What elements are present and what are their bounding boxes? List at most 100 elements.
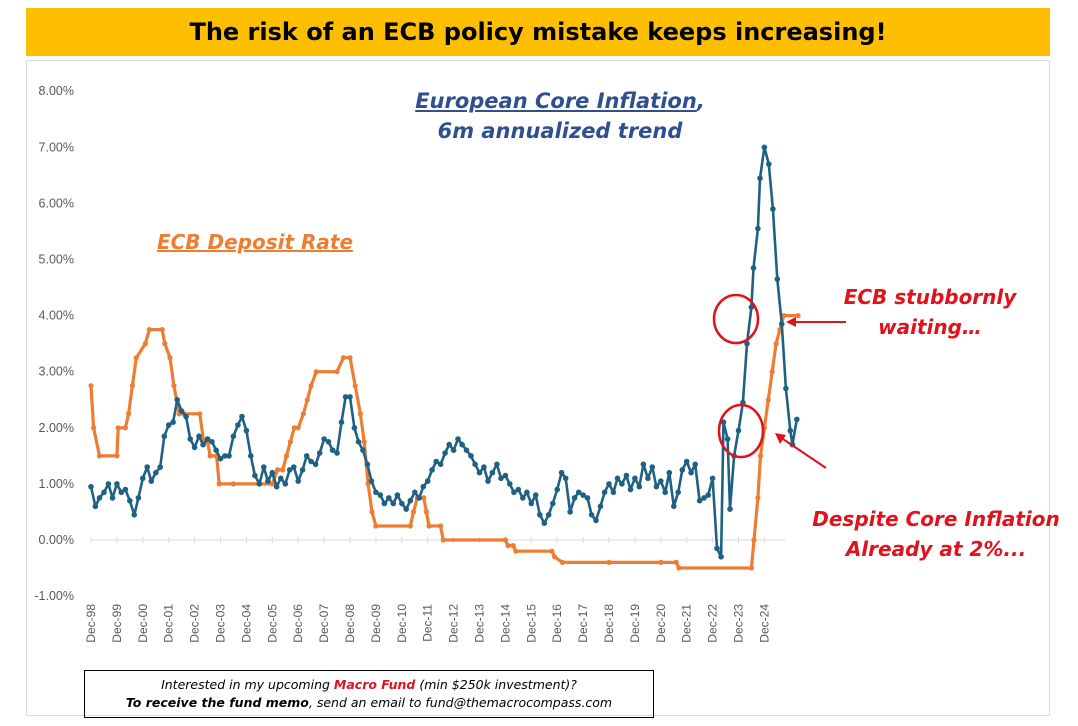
core-inflation-point bbox=[157, 464, 163, 470]
core-inflation-point bbox=[455, 436, 461, 442]
deposit-rate-point bbox=[658, 559, 664, 566]
core-inflation-point bbox=[714, 545, 720, 552]
deposit-rate-point bbox=[559, 559, 566, 566]
core-inflation-point bbox=[662, 489, 668, 496]
waiting-annotation-line1: ECB stubbornly bbox=[843, 285, 1017, 309]
core-inflation-point bbox=[239, 413, 245, 420]
x-tick-label: Dec-18 bbox=[602, 604, 616, 643]
core-inflation-point bbox=[450, 447, 457, 454]
deposit-rate-point bbox=[313, 369, 319, 375]
core-inflation-point bbox=[442, 450, 448, 456]
x-tick-label: Dec-11 bbox=[421, 604, 435, 642]
deposit-rate-point bbox=[407, 523, 413, 529]
core-inflation-point bbox=[755, 225, 761, 232]
core-inflation-point bbox=[584, 495, 591, 501]
core-inflation-point bbox=[88, 483, 94, 490]
core-inflation-point bbox=[386, 495, 392, 501]
core-inflation-point bbox=[779, 321, 785, 327]
core-inflation-point bbox=[463, 447, 470, 454]
x-tick-label: Dec-15 bbox=[524, 604, 538, 643]
core-inflation-point bbox=[588, 512, 595, 518]
deposit-rate-point bbox=[676, 565, 682, 571]
core-inflation-point bbox=[627, 486, 634, 493]
waiting-annotation-line2: waiting… bbox=[878, 315, 982, 339]
deposit-rate-point bbox=[369, 509, 375, 515]
memo-l1-pre: Interested in my upcoming bbox=[161, 677, 334, 692]
deposit-rate-point bbox=[673, 559, 679, 566]
deposit-rate-point bbox=[773, 341, 779, 347]
deposit-rate-point bbox=[216, 481, 222, 487]
core-inflation-point bbox=[114, 481, 120, 487]
core-inflation-point bbox=[144, 464, 150, 470]
deposit-rate-point bbox=[765, 397, 771, 403]
x-tick-label: Dec-20 bbox=[654, 604, 668, 643]
core-inflation-line bbox=[89, 146, 799, 559]
deposit-rate-point bbox=[146, 327, 152, 333]
deposit-rate-point bbox=[357, 411, 363, 417]
core-inflation-point bbox=[407, 497, 414, 504]
chart-grid bbox=[90, 537, 786, 543]
core-inflation-point bbox=[597, 503, 604, 510]
y-tick-label: 7.00% bbox=[39, 140, 74, 154]
x-tick-label: Dec-08 bbox=[343, 604, 357, 643]
deposit-rate-point bbox=[287, 439, 293, 445]
deposit-rate-point bbox=[352, 383, 358, 389]
core-inflation-point bbox=[316, 450, 323, 456]
deposit-rate-point bbox=[334, 369, 340, 375]
x-tick-label: Dec-14 bbox=[498, 604, 512, 643]
deposit-rate-point bbox=[510, 543, 516, 549]
x-tick-label: Dec-24 bbox=[757, 604, 771, 643]
deposit-rate-point bbox=[91, 425, 97, 431]
core-inflation-point bbox=[541, 520, 548, 526]
memo-l2-rest: , send an email to fund@themacrocompass.… bbox=[308, 695, 613, 710]
deposit-rate-point bbox=[171, 383, 177, 389]
core-inflation-point bbox=[105, 481, 112, 487]
chart-series bbox=[88, 144, 801, 571]
waiting-highlight-circle bbox=[712, 293, 760, 345]
core-inflation-point bbox=[399, 500, 405, 507]
deposit-rate-point bbox=[300, 411, 306, 417]
core-inflation-point bbox=[373, 489, 379, 496]
x-tick-label: Dec-00 bbox=[136, 604, 150, 643]
deposit-rate-point bbox=[361, 439, 367, 445]
core-inflation-point bbox=[390, 500, 397, 507]
core-inflation-point bbox=[286, 467, 293, 473]
core-inflation-point bbox=[148, 478, 155, 484]
core-inflation-point bbox=[368, 478, 375, 484]
core-inflation-point bbox=[649, 464, 656, 470]
x-tick-label: Dec-06 bbox=[291, 604, 305, 643]
deposit-rate-point bbox=[748, 565, 755, 571]
deposit-rate-point bbox=[269, 481, 275, 487]
x-tick-label: Dec-10 bbox=[395, 604, 409, 643]
core-inflation-point bbox=[718, 554, 724, 560]
core-inflation-point bbox=[494, 461, 500, 468]
y-tick-label: 1.00% bbox=[39, 477, 74, 491]
x-tick-label: Dec-19 bbox=[628, 604, 642, 643]
core-inflation-point bbox=[748, 304, 755, 311]
despite-annotation: Despite Core Inflation Already at 2%... bbox=[806, 504, 1066, 564]
core-inflation-point bbox=[774, 276, 781, 282]
chart-overlays bbox=[712, 293, 846, 469]
core-inflation-point bbox=[416, 495, 423, 501]
memo-line1: Interested in my upcoming Macro Fund (mi… bbox=[85, 676, 653, 694]
core-inflation-point bbox=[153, 469, 159, 476]
core-inflation-point bbox=[485, 478, 491, 484]
core-inflation-point bbox=[532, 492, 539, 498]
core-inflation-point bbox=[658, 478, 664, 484]
deposit-rate-point bbox=[291, 425, 297, 431]
core-inflation-point bbox=[507, 481, 513, 487]
core-inflation-point bbox=[701, 495, 707, 501]
core-inflation-point bbox=[783, 385, 789, 392]
core-inflation-point bbox=[562, 475, 569, 482]
core-inflation-point bbox=[334, 450, 340, 456]
core-inflation-point bbox=[412, 489, 418, 496]
core-inflation-point bbox=[750, 265, 757, 271]
core-inflation-point bbox=[355, 439, 362, 445]
core-inflation-point bbox=[325, 439, 332, 445]
deposit-rate-point bbox=[162, 341, 168, 347]
deposit-rate-point bbox=[340, 355, 347, 361]
y-axis-labels: -1.00% 0.00% 1.00% 2.00% 3.00% 4.00% 5.00% 6.00… bbox=[34, 84, 74, 603]
deposit-rate-point bbox=[133, 355, 139, 361]
deposit-rate-point bbox=[347, 355, 353, 361]
x-tick-label: Dec-03 bbox=[214, 604, 228, 643]
